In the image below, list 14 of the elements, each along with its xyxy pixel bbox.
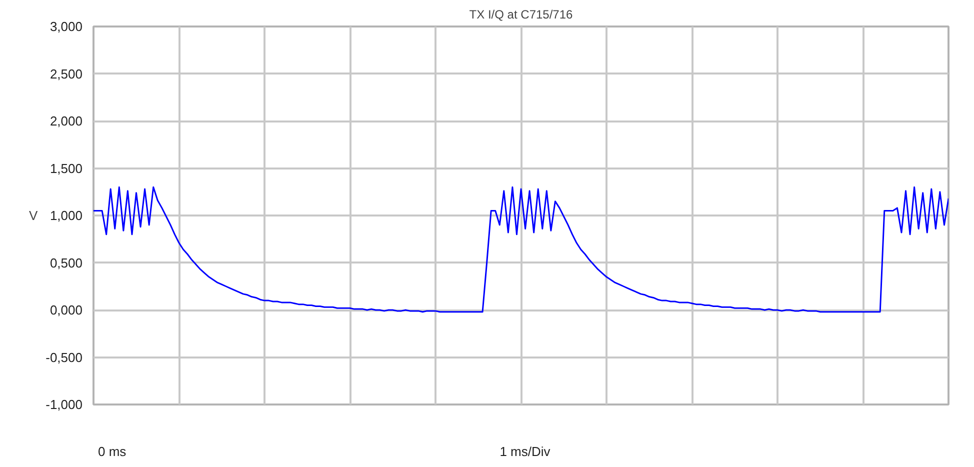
y-tick-label: 0,000 xyxy=(50,302,83,318)
y-tick-label: 2,000 xyxy=(50,114,83,128)
y-tick-label: 3,000 xyxy=(50,19,83,34)
chart-title: TX I/Q at C715/716 xyxy=(469,8,574,22)
text: 0 ms xyxy=(98,443,126,461)
text: 1 ms/Div xyxy=(500,443,550,461)
y-tick-label: -0,500 xyxy=(46,350,83,365)
y-tick-label: 1,500 xyxy=(50,160,83,176)
y-axis-title: V xyxy=(28,208,38,223)
y-tick-label: -1,000 xyxy=(46,397,83,412)
y-tick-label: 1,000 xyxy=(50,208,83,223)
y-tick-label: 2,500 xyxy=(50,66,83,82)
line-series xyxy=(94,186,948,313)
y-tick-label: 0,500 xyxy=(50,255,83,270)
